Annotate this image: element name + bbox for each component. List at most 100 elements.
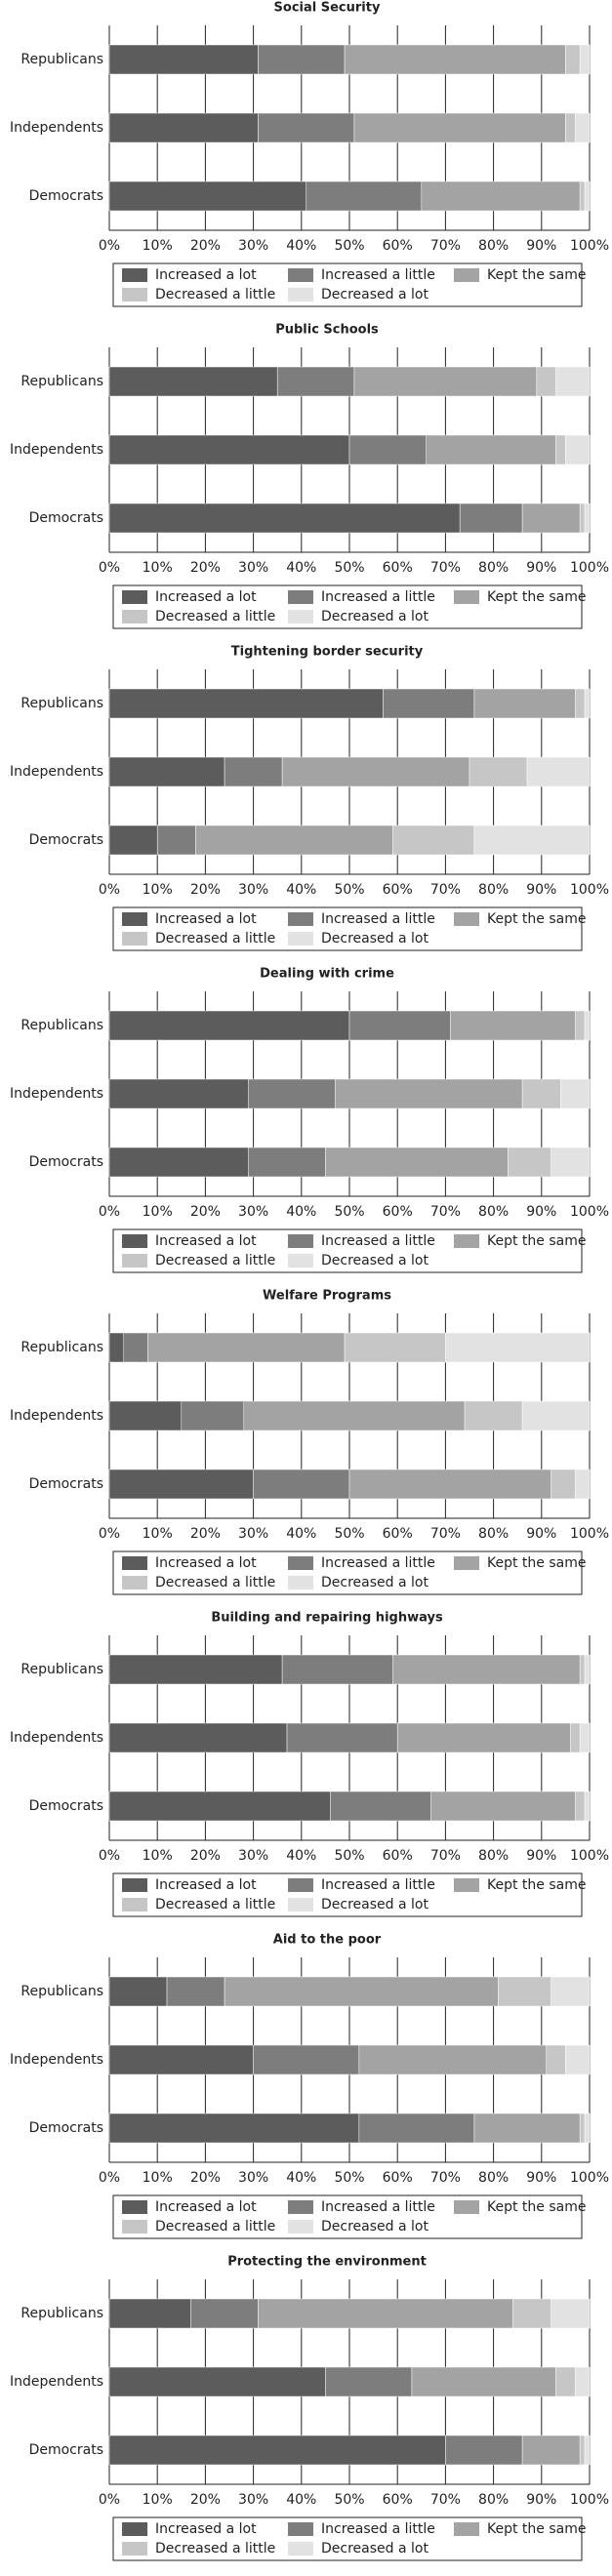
chart-panel: Aid to the poor 0% 10% 20% 30% 40% 50% 60% 70% 80… [10,1933,609,2239]
legend-label: Decreased a little [155,1575,275,1590]
bar-segment [108,1469,254,1500]
bar-segment [108,1332,125,1363]
x-tick-label: 60% [383,1848,413,1864]
bar-segment [512,2298,551,2329]
bar-segment [565,2044,591,2075]
legend-label: Decreased a little [155,931,275,946]
legend-label: Decreased a lot [321,1897,428,1912]
x-tick-label: 50% [334,1204,364,1220]
x-tick-label: 20% [190,1204,221,1220]
y-tick-label: Independents [10,120,103,136]
y-tick-label: Democrats [29,2120,103,2136]
legend-swatch [122,1878,147,1892]
legend-label: Kept the same [487,2199,586,2215]
x-tick-label: 60% [383,882,413,898]
bar-segment [281,756,470,787]
bar-segment [392,825,475,856]
legend-swatch [122,2200,147,2214]
x-tick-label: 40% [286,2492,316,2508]
legend-label: Kept the same [487,589,586,605]
x-tick-label: 100% [570,1526,609,1542]
x-tick-label: 20% [190,2492,221,2508]
bar-segment [108,112,259,143]
bar-segment [565,434,591,465]
bar-segment [224,1976,499,2007]
bar-segment [584,2435,591,2466]
legend-swatch [122,1576,147,1590]
bar-segment [353,112,566,143]
legend-swatch [122,1556,147,1570]
legend-swatch [288,2522,313,2536]
legend-swatch [454,912,479,926]
bar-segment [459,503,523,534]
x-tick-label: 10% [143,560,173,576]
legend-swatch [122,590,147,604]
bar-segment [560,1078,591,1109]
bar-segment [243,1400,466,1431]
legend-label: Increased a lot [155,2199,257,2215]
x-tick-label: 10% [143,2492,173,2508]
x-tick-label: 100% [570,1848,609,1864]
legend-label: Increased a little [321,1233,435,1249]
bar-segment [584,2113,591,2144]
legend-swatch [288,1254,313,1268]
bar-segment [147,1332,346,1363]
y-tick-label: Independents [10,1086,103,1102]
x-tick-label: 90% [526,2170,556,2186]
bar-segment [348,1469,551,1500]
legend-swatch [122,1254,147,1268]
legend-label: Kept the same [487,911,586,927]
x-tick-label: 40% [286,1526,316,1542]
bar-segment [521,1078,561,1109]
chart-panel: Public Schools 0% 10% 20% 30% 40% 50% 60% 70% 80%… [10,323,609,629]
legend-label: Decreased a little [155,1253,275,1268]
bar-segment [108,1654,283,1685]
bar-segment [570,1722,581,1753]
legend-box [112,1228,583,1273]
bar-segment [253,1469,350,1500]
bar-segment [334,1078,523,1109]
bar-segment [551,1147,591,1178]
bar-segment [469,756,528,787]
y-tick-label: Democrats [29,2442,103,2458]
bar-segment [258,44,346,75]
x-tick-label: 80% [478,238,509,254]
legend-swatch [288,2542,313,2556]
legend-label: Decreased a lot [321,931,428,946]
bar-segment [426,434,556,465]
x-tick-label: 30% [238,2492,268,2508]
bar-segment [473,825,591,856]
bar-segment [281,1654,393,1685]
y-tick-label: Republicans [20,1984,103,1999]
legend-label: Increased a little [321,2199,435,2215]
legend-label: Decreased a lot [321,287,428,302]
y-tick-label: Independents [10,1408,103,1424]
x-tick-label: 10% [143,1204,173,1220]
bar-segment [330,1791,431,1822]
x-tick-label: 70% [430,882,461,898]
bar-segment [108,688,384,719]
legend-label: Decreased a lot [321,2541,428,2556]
x-tick-label: 80% [478,882,509,898]
x-tick-label: 50% [334,238,364,254]
legend-label: Decreased a little [155,2541,275,2556]
chart-title: Protecting the environment [227,2255,427,2270]
bar-segment [565,112,576,143]
x-tick-label: 80% [478,1526,509,1542]
legend-swatch [288,2200,313,2214]
legend-box [112,584,583,629]
x-tick-label: 100% [570,238,609,254]
legend-label: Increased a little [321,1877,435,1893]
bar-segment [383,688,475,719]
bar-segment [306,181,423,212]
y-tick-label: Democrats [29,510,103,526]
legend-swatch [288,2220,313,2234]
bar-segment [253,2044,360,2075]
bar-segment [521,2435,581,2466]
bar-segment [108,1010,350,1041]
x-tick-label: 90% [526,1204,556,1220]
bar-segment [546,2044,566,2075]
legend-swatch [122,268,147,282]
chart-title: Public Schools [275,323,379,338]
